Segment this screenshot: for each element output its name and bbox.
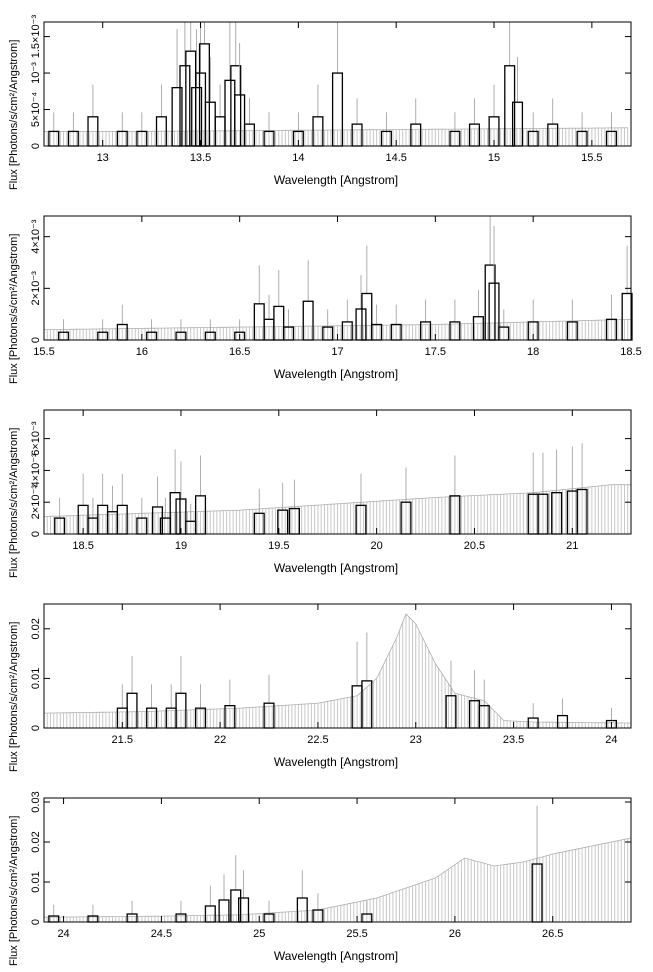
- y-tick-label: 0.01: [30, 871, 42, 892]
- plot-frame: [43, 603, 632, 729]
- x-axis-label: Wavelength [Angstrom]: [273, 561, 399, 575]
- x-tick-label: 23: [410, 734, 422, 746]
- y-tick-label: 6×10⁻³: [30, 421, 42, 456]
- x-axis-label: Wavelength [Angstrom]: [273, 755, 399, 769]
- x-axis-label: Wavelength [Angstrom]: [273, 949, 399, 963]
- x-tick-label: 25.5: [346, 928, 367, 940]
- y-axis-label: Flux [Photons/s/cm²/Angstrom]: [8, 39, 20, 190]
- y-tick-label: 0.02: [30, 618, 42, 639]
- y-tick-label: 0: [30, 531, 42, 537]
- x-tick-label: 22.5: [307, 734, 328, 746]
- chart-plot-5: 24 24.5 25 25.5 26 26.5 0 0.01 0.02 0.03: [30, 791, 632, 940]
- x-tick-label: 15.5: [33, 346, 54, 358]
- chart-panel-4: 21.5 22 22.5 23 23.5 24 0 0.01 0.02 Wavelength […: [0, 582, 653, 776]
- model-line: [44, 613, 631, 724]
- x-tick-label: 13.5: [190, 152, 211, 164]
- x-tick-label: 14.5: [385, 152, 406, 164]
- y-tick-label: 4×10⁻³: [30, 453, 42, 488]
- x-tick-label: 25: [253, 928, 265, 940]
- y-tick-label: 0: [30, 725, 42, 731]
- y-tick-label: 0.01: [30, 668, 42, 689]
- x-axis-label: Wavelength [Angstrom]: [273, 367, 399, 381]
- chart-panel-3: 18.5 19 19.5 20 20.5 21 0 2×10⁻³ 4×10⁻³ 6×10⁻³ Wa…: [0, 388, 653, 582]
- y-tick-label: 0: [30, 919, 42, 925]
- x-tick-label: 15.5: [581, 152, 602, 164]
- chart-plot-4: 21.5 22 22.5 23 23.5 24 0 0.01 0.02: [30, 603, 632, 746]
- x-axis-label: Wavelength [Angstrom]: [273, 173, 399, 187]
- x-tick-label: 20.5: [464, 540, 485, 552]
- chart-panel-1: 13 13.5 14 14.5 15 15.5 0 5×10⁻⁴ 10⁻³ 1.5×10⁻³ Wa…: [0, 0, 653, 194]
- x-tick-label: 22: [214, 734, 226, 746]
- chart-plot-3: 18.5 19 19.5 20 20.5 21 0 2×10⁻³4×10⁻³6×10⁻³: [30, 409, 632, 552]
- plot-frame: [43, 797, 632, 923]
- chart-panel-5: 24 24.5 25 25.5 26 26.5 0 0.01 0.02 0.03 Waveleng…: [0, 776, 653, 970]
- x-tick-label: 19: [175, 540, 187, 552]
- y-tick-label: 1.5×10⁻³: [30, 15, 42, 59]
- x-tick-label: 17: [331, 346, 343, 358]
- y-axis-label: Flux [Photons/s/cm²/Angstrom]: [8, 621, 20, 772]
- y-tick-label: 2×10⁻³: [30, 271, 42, 306]
- plot-frame: [43, 409, 632, 535]
- chart-plot-1: 13 13.5 14 14.5 15 15.5 0 5×10⁻⁴ 10⁻³ 1.5×10⁻³: [30, 15, 632, 164]
- x-tick-label: 24: [57, 928, 69, 940]
- y-axis-label: Flux [Photons/s/cm²/Angstrom]: [8, 427, 20, 578]
- y-tick-label: 10⁻³: [30, 62, 42, 84]
- x-tick-label: 26: [449, 928, 461, 940]
- y-axis-label: Flux [Photons/s/cm²/Angstrom]: [8, 233, 20, 384]
- x-tick-label: 18: [527, 346, 539, 358]
- y-tick-label: 4×10⁻³: [30, 219, 42, 254]
- x-tick-label: 20: [371, 540, 383, 552]
- plot-frame: [43, 21, 632, 147]
- y-tick-label: 0.02: [30, 831, 42, 852]
- y-tick-label: 0: [30, 143, 42, 149]
- x-tick-label: 16.5: [229, 346, 250, 358]
- x-tick-label: 26.5: [542, 928, 563, 940]
- y-tick-label: 5×10⁻⁴: [30, 92, 42, 128]
- x-tick-label: 23.5: [503, 734, 524, 746]
- x-tick-label: 15: [488, 152, 500, 164]
- x-tick-label: 16: [136, 346, 148, 358]
- y-tick-label: 2×10⁻³: [30, 485, 42, 520]
- x-tick-label: 18.5: [72, 540, 93, 552]
- x-tick-label: 19.5: [268, 540, 289, 552]
- chart-plot-2: 15.5 16 16.5 17 17.5 18 18.5 0 2×10⁻³ 4×10⁻³: [30, 215, 642, 358]
- x-tick-label: 18.5: [620, 346, 641, 358]
- x-tick-label: 14: [292, 152, 304, 164]
- y-tick-label: 0: [30, 337, 42, 343]
- y-tick-label: 0.03: [30, 791, 42, 812]
- y-axis-label: Flux [Photons/s/cm²/Angstrom]: [8, 815, 20, 966]
- x-tick-label: 17.5: [425, 346, 446, 358]
- x-tick-label: 24: [605, 734, 617, 746]
- model-line: [44, 837, 632, 918]
- chart-panel-2: 15.5 16 16.5 17 17.5 18 18.5 0 2×10⁻³ 4×10⁻³ Wave…: [0, 194, 653, 388]
- x-tick-label: 24.5: [151, 928, 172, 940]
- x-tick-label: 13: [97, 152, 109, 164]
- x-tick-label: 21: [566, 540, 578, 552]
- x-tick-label: 21.5: [112, 734, 133, 746]
